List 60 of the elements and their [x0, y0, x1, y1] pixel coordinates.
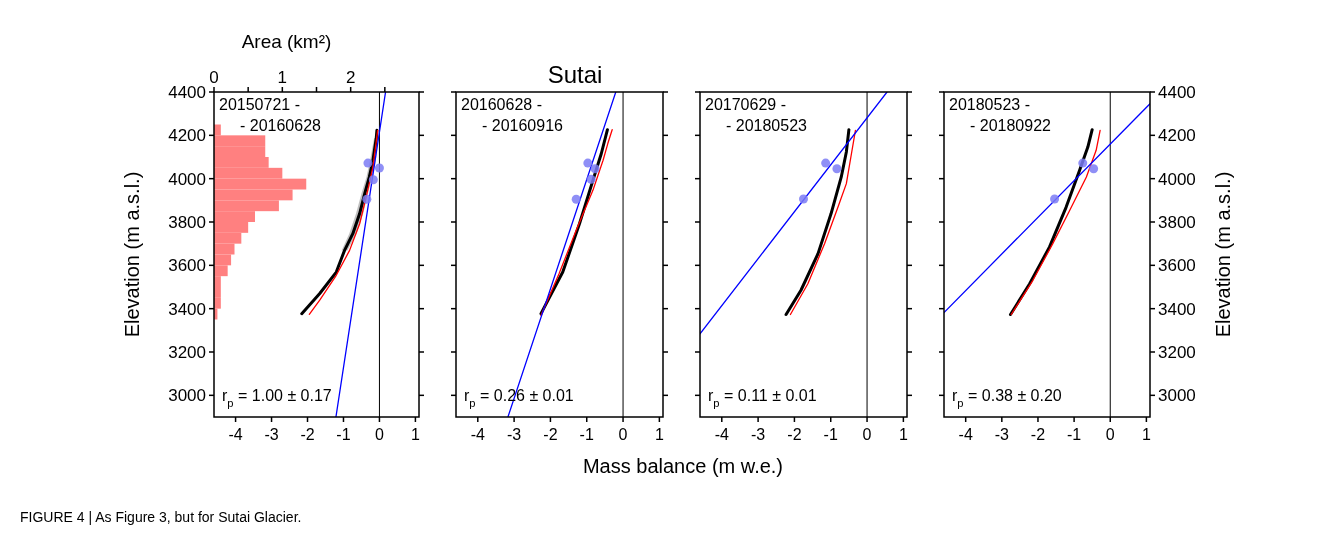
x-tick-label: -4: [470, 426, 485, 443]
x-tick-label: -1: [336, 426, 351, 443]
x-tick-label: -2: [787, 426, 802, 443]
y-tick-label: 3400: [1158, 299, 1196, 319]
point: [590, 164, 600, 174]
annotation: r$_{p}$ = 0.38 ± 0.20: [952, 387, 1062, 409]
x-tick-label: -2: [543, 426, 558, 443]
y-axis-title: Elevation (m a.s.l.): [1212, 171, 1234, 338]
annotation: 20160628 - - 20160916: [461, 96, 564, 134]
y-tick-label: 3600: [1158, 256, 1196, 276]
x-tick-label: -1: [1066, 426, 1082, 443]
x-tick-label: -2: [1030, 426, 1046, 443]
x-tick-label: -4: [958, 426, 973, 443]
x-tick-label: 0: [374, 426, 384, 443]
x-tick-label: -3: [506, 426, 522, 443]
annotation: 20150721 - - 20160628: [219, 96, 322, 134]
y-axis-title: Elevation (m a.s.l.): [121, 171, 143, 338]
y-tick-label: 3800: [1158, 213, 1196, 232]
annotation: 20170629 - - 20180523: [705, 96, 808, 134]
x-tick-label: -3: [264, 426, 279, 443]
y-tick-label: 3200: [168, 343, 206, 362]
point: [586, 174, 596, 184]
x-tick-label: 2: [345, 68, 356, 87]
point: [583, 158, 593, 168]
x-tick-label: 0: [209, 68, 219, 87]
x-tick-label: 0: [618, 426, 628, 443]
y-tick-label: 3000: [1158, 386, 1196, 406]
x-tick-label: -3: [994, 426, 1010, 443]
x-tick-label: 1: [898, 426, 908, 443]
x-tick-label: -4: [714, 426, 729, 443]
annotation: 20180523 - - 20180922: [949, 96, 1052, 134]
y-tick-label: 3400: [168, 299, 206, 319]
y-tick-label: 4200: [168, 126, 206, 146]
x-tick-label: -2: [300, 426, 315, 443]
x-tick-label: 0: [1105, 426, 1115, 443]
x-tick-label: 0: [862, 426, 872, 443]
x-tick-label: 1: [277, 68, 288, 87]
y-tick-label: 4000: [1158, 169, 1196, 189]
x-tick-label: 1: [1141, 426, 1151, 443]
y-tick-label: 3600: [168, 256, 206, 276]
chart-title: Sutai: [547, 61, 603, 88]
y-tick-label: 3800: [168, 213, 206, 232]
annotation: r$_{p}$ = 0.11 ± 0.01: [708, 387, 817, 409]
y-tick-label: 4200: [1158, 126, 1196, 146]
y-tick-label: 4400: [168, 83, 206, 102]
caption: FIGURE 4 | As Figure 3, but for Sutai Glacier.: [20, 509, 302, 525]
x-axis-title: Area (km²): [241, 31, 332, 52]
x-tick-label: -4: [228, 426, 243, 443]
y-tick-label: 3200: [1158, 343, 1196, 362]
y-tick-label: 3000: [168, 386, 206, 406]
x-tick-label: 1: [654, 426, 664, 443]
y-tick-label: 4400: [1158, 83, 1196, 102]
x-tick-label: -3: [750, 426, 766, 443]
x-tick-label: 1: [410, 426, 420, 443]
point: [571, 194, 581, 204]
annotation: r$_{p}$ = 1.00 ± 0.17: [222, 387, 332, 409]
x-tick-label: -1: [823, 426, 838, 443]
x-axis-title: Mass balance (m w.e.): [582, 455, 784, 477]
x-tick-label: -1: [579, 426, 594, 443]
y-tick-label: 4000: [168, 169, 206, 189]
